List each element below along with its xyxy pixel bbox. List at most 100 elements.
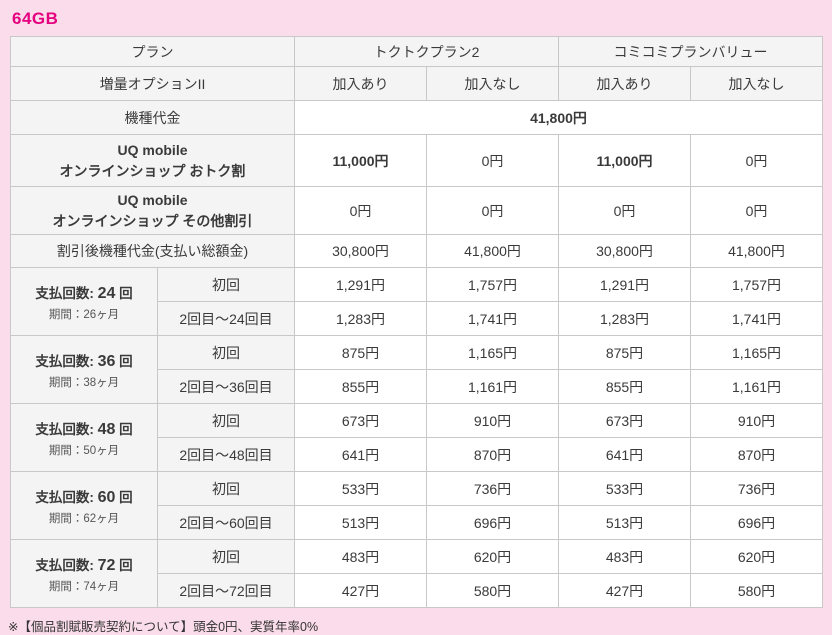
device-price-row: 機種代金 41,800円 [10,100,824,135]
option-value-cell: 加入あり [558,66,692,101]
installment-row: 支払回数: 72 回 期間：74ヶ月 初回 483円 620円 483円 620… [10,539,824,608]
option-value-cell: 加入なし [690,66,824,101]
installment-count-cell-60: 支払回数: 60 回 期間：62ヶ月 [10,471,158,540]
installment-value-cell: 736円 [425,471,560,506]
page-title: 64GB [12,9,59,28]
installment-row: 2回目〜48回目 641円 870円 641円 870円 [11,437,824,472]
installment-row: 2回目〜72回目 427円 580円 427円 580円 [11,573,824,608]
discount-label-line1: UQ mobile [117,142,188,159]
installment-row: 2回目〜24回目 1,283円 1,741円 1,283円 1,741円 [11,301,824,336]
installment-row: 2回目〜36回目 855円 1,161円 855円 1,161円 [11,369,824,404]
installment-count-cell-48: 支払回数: 48 回 期間：50ヶ月 [10,403,158,472]
installment-count: 36 [97,352,116,370]
discount-row-other: UQ mobile オンラインショップ その他割引 0円 0円 0円 0円 [10,186,824,235]
installment-value-cell: 641円 [294,437,427,472]
installment-value-cell: 1,165円 [690,335,824,370]
installment-sublabel-cell: 初回 [157,539,295,574]
installment-value-cell: 673円 [294,403,427,438]
installment-value-cell: 875円 [558,335,692,370]
installment-count: 24 [97,284,116,302]
installment-value-cell: 910円 [690,403,824,438]
installment-sublabel-cell: 2回目〜72回目 [157,573,295,608]
discount-value-cell: 0円 [690,186,824,235]
total-row: 割引後機種代金(支払い総額金) 30,800円 41,800円 30,800円 … [10,234,824,268]
discount-label-line1: UQ mobile [117,192,188,209]
installment-value-cell: 580円 [690,573,824,608]
option-value-cell: 加入なし [425,66,560,101]
installment-count-cell-24: 支払回数: 24 回 期間：26ヶ月 [10,267,158,336]
installment-value-cell: 855円 [294,369,427,404]
option-label: 増量オプションII [10,66,295,101]
installment-value-cell: 427円 [294,573,427,608]
installment-value-cell: 1,283円 [558,301,692,336]
installment-sublabel-cell: 初回 [157,403,295,438]
installment-sublabel-cell: 初回 [157,267,295,302]
installment-count-cell-72: 支払回数: 72 回 期間：74ヶ月 [10,539,158,608]
discount-label-line2: オンラインショップ おトク割 [59,162,246,179]
installment-period: 期間：38ヶ月 [48,376,120,389]
installment-value-cell: 1,291円 [558,267,692,302]
discount-value-cell: 11,000円 [558,134,692,187]
installment-value-cell: 620円 [690,539,824,574]
plan-header-label: プラン [10,36,295,67]
discount-value-cell: 0円 [558,186,692,235]
installment-row: 支払回数: 36 回 期間：38ヶ月 初回 875円 1,165円 875円 1… [10,335,824,404]
installment-sublabel-cell: 2回目〜60回目 [157,505,295,540]
installment-value-cell: 513円 [294,505,427,540]
discount-row-otoku: UQ mobile オンラインショップ おトク割 11,000円 0円 11,0… [10,134,824,187]
plan-name-toktoku: トクトクプラン2 [293,36,560,67]
installment-value-cell: 1,291円 [294,267,427,302]
total-value-cell: 41,800円 [425,234,560,268]
installment-value-cell: 483円 [294,539,427,574]
installment-value-cell: 483円 [558,539,692,574]
option-value-cell: 加入あり [294,66,427,101]
installment-value-cell: 427円 [558,573,692,608]
installment-value-cell: 875円 [294,335,427,370]
plan-name-komikomi: コミコミプランバリュー [558,36,824,67]
installment-row: 支払回数: 60 回 期間：62ヶ月 初回 533円 736円 533円 736… [10,471,824,540]
option-header-row: 増量オプションII 加入あり 加入なし 加入あり 加入なし [10,66,824,101]
footnote: ※【個品割賦販売契約について】頭金0円、実質年率0% [8,620,319,634]
installment-value-cell: 870円 [425,437,560,472]
installment-period: 期間：50ヶ月 [48,444,120,457]
installment-value-cell: 580円 [425,573,560,608]
installment-period: 期間：62ヶ月 [48,512,120,525]
installment-value-cell: 1,757円 [425,267,560,302]
discount-label-otoku: UQ mobile オンラインショップ おトク割 [10,134,295,187]
installment-row: 支払回数: 48 回 期間：50ヶ月 初回 673円 910円 673円 910… [10,403,824,472]
total-value-cell: 30,800円 [294,234,427,268]
installment-sublabel-cell: 初回 [157,471,295,506]
discount-value-cell: 0円 [425,134,560,187]
total-value-cell: 41,800円 [690,234,824,268]
installment-row: 支払回数: 24 回 期間：26ヶ月 初回 1,291円 1,757円 1,29… [10,267,824,336]
installment-sublabel-cell: 2回目〜48回目 [157,437,295,472]
installment-sublabel-cell: 初回 [157,335,295,370]
device-price-value: 41,800円 [293,100,824,135]
installment-value-cell: 1,283円 [294,301,427,336]
installment-value-cell: 620円 [425,539,560,574]
total-label: 割引後機種代金(支払い総額金) [10,234,295,268]
installment-count-cell-36: 支払回数: 36 回 期間：38ヶ月 [10,335,158,404]
installment-value-cell: 910円 [425,403,560,438]
installment-value-cell: 1,741円 [690,301,824,336]
installment-count: 72 [97,556,116,574]
installment-value-cell: 1,741円 [425,301,560,336]
pricing-table: プラン トクトクプラン2 コミコミプランバリュー 増量オプションII 加入あり … [10,36,824,608]
installment-sublabel-cell: 2回目〜36回目 [157,369,295,404]
total-value-cell: 30,800円 [558,234,692,268]
installment-value-cell: 533円 [294,471,427,506]
installment-sublabel-cell: 2回目〜24回目 [157,301,295,336]
installment-period: 期間：26ヶ月 [48,308,120,321]
installment-value-cell: 1,165円 [425,335,560,370]
installment-value-cell: 870円 [690,437,824,472]
discount-value-cell: 0円 [425,186,560,235]
installment-value-cell: 641円 [558,437,692,472]
installment-value-cell: 696円 [690,505,824,540]
installment-value-cell: 673円 [558,403,692,438]
installment-value-cell: 1,161円 [690,369,824,404]
discount-value-cell: 0円 [294,186,427,235]
installment-value-cell: 533円 [558,471,692,506]
plan-header-row: プラン トクトクプラン2 コミコミプランバリュー [10,36,824,67]
installment-row: 2回目〜60回目 513円 696円 513円 696円 [11,505,824,540]
installment-value-cell: 855円 [558,369,692,404]
